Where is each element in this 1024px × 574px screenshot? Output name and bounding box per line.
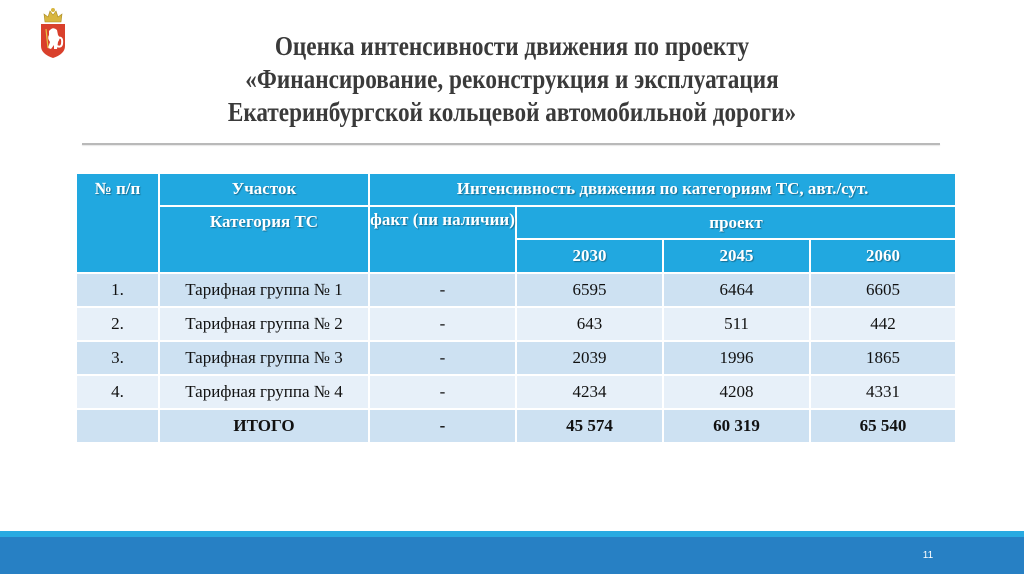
table-row: 1. Тарифная группа № 1 - 6595 6464 6605 <box>75 272 958 308</box>
title-line-3: Екатеринбургской кольцевой автомобильной… <box>227 97 797 127</box>
row-2030: 4234 <box>515 374 664 410</box>
row-name: Тарифная группа № 4 <box>158 374 370 410</box>
header-section: Участок <box>158 172 370 207</box>
footer-bar <box>0 537 1024 574</box>
header-year-2030: 2030 <box>515 238 664 274</box>
row-fact: - <box>368 374 517 410</box>
total-2045: 60 319 <box>662 408 811 444</box>
traffic-intensity-table: № п/п Участок Интенсивность движения по … <box>75 172 958 444</box>
row-2060: 6605 <box>808 272 958 308</box>
row-fact: - <box>368 340 517 376</box>
row-2045: 1996 <box>662 340 811 376</box>
row-name: Тарифная группа № 3 <box>158 340 370 376</box>
header-category: Категория ТС <box>158 205 370 274</box>
row-fact: - <box>368 272 517 308</box>
table-row: 2. Тарифная группа № 2 - 643 511 442 <box>75 306 958 342</box>
coat-of-arms-icon <box>41 8 65 58</box>
row-name: Тарифная группа № 2 <box>158 306 370 342</box>
title-line-2: «Финансирование, реконструкция и эксплуа… <box>245 64 779 94</box>
footer-accent-band <box>0 531 1024 537</box>
slide-title: Оценка интенсивности движения по проекту… <box>100 30 924 129</box>
total-label: ИТОГО <box>158 408 370 444</box>
row-2060: 442 <box>808 306 958 342</box>
header-num: № п/п <box>75 172 160 274</box>
row-fact: - <box>368 306 517 342</box>
table-row: 4. Тарифная группа № 4 - 4234 4208 4331 <box>75 374 958 410</box>
header-fact: факт (пи наличии) <box>368 205 517 274</box>
row-2060: 4331 <box>808 374 958 410</box>
row-num: 1. <box>75 272 160 308</box>
row-2030: 6595 <box>515 272 664 308</box>
row-name: Тарифная группа № 1 <box>158 272 370 308</box>
row-2030: 643 <box>515 306 664 342</box>
total-2060: 65 540 <box>808 408 958 444</box>
row-num: 4. <box>75 374 160 410</box>
total-2030: 45 574 <box>515 408 664 444</box>
row-2030: 2039 <box>515 340 664 376</box>
row-2045: 4208 <box>662 374 811 410</box>
total-num <box>75 408 160 444</box>
header-intensity: Интенсивность движения по категориям ТС,… <box>367 172 958 207</box>
row-2060: 1865 <box>808 340 958 376</box>
title-line-1: Оценка интенсивности движения по проекту <box>274 31 750 61</box>
page-number: 11 <box>922 550 934 561</box>
table-row: 3. Тарифная группа № 3 - 2039 1996 1865 <box>75 340 958 376</box>
row-num: 3. <box>75 340 160 376</box>
total-fact: - <box>368 408 517 444</box>
title-divider <box>82 143 940 145</box>
header-fact-label: факт (пи наличии) <box>370 210 515 229</box>
row-2045: 511 <box>662 306 811 342</box>
row-num: 2. <box>75 306 160 342</box>
header-year-2045: 2045 <box>662 238 811 274</box>
total-row: ИТОГО - 45 574 60 319 65 540 <box>75 408 958 444</box>
row-2045: 6464 <box>662 272 811 308</box>
header-year-2060: 2060 <box>808 238 958 274</box>
header-project: проект <box>514 205 958 240</box>
